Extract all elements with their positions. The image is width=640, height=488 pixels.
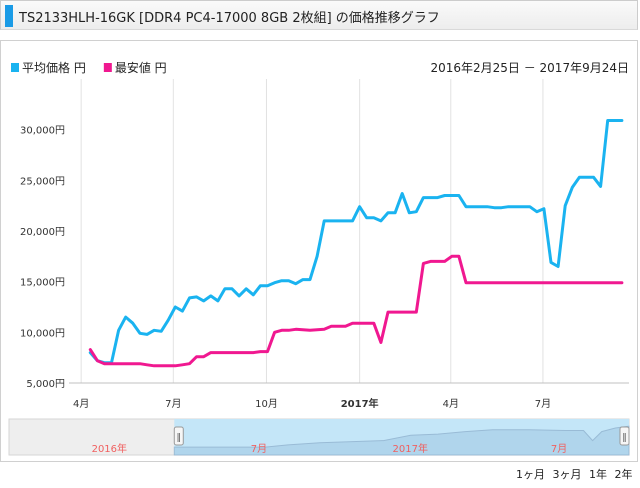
y-tick-label: 20,000円 [20, 227, 65, 238]
legend-swatch-0 [11, 63, 19, 72]
lowest-price-line[interactable] [88, 254, 624, 368]
zoom-3-months[interactable]: 3ヶ月 [552, 468, 582, 481]
y-tick-label: 25,000円 [20, 176, 65, 187]
navigator-label: 2017年 [393, 442, 428, 455]
navigator-handle-grip: ‖ [622, 433, 627, 443]
title-bar: TS2133HLH-16GK [DDR4 PC4-17000 8GB 2枚組] … [0, 0, 638, 30]
zoom-1-year[interactable]: 1年 [589, 468, 607, 481]
zoom-1-month[interactable]: 1ヶ月 [516, 468, 545, 481]
chart-frame: 平均価格 円 最安値 円 2016年2月25日 － 2017年9月24日 4月 7月 10… [0, 40, 638, 462]
y-tick-label: 30,000円 [20, 126, 65, 137]
navigator-series-area [173, 425, 630, 456]
y-tick-label: 5,000円 [26, 379, 65, 390]
zoom-options: 1ヶ月 3ヶ月 1年 2年 [512, 466, 633, 482]
price-chart[interactable]: 平均価格 円 最安値 円 2016年2月25日 － 2017年9月24日 4月 7月 10… [1, 41, 637, 461]
legend-swatch-1 [103, 63, 112, 72]
navigator-handle-right[interactable] [619, 426, 630, 446]
x-tick-label: 4月 [443, 398, 459, 410]
x-tick-label: 2017年 [341, 397, 379, 410]
page-title: TS2133HLH-16GK [DDR4 PC4-17000 8GB 2枚組] … [19, 11, 440, 26]
navigator-label: 7月 [551, 443, 567, 455]
x-tick-label: 4月 [73, 398, 89, 410]
average-price-line[interactable] [88, 119, 624, 365]
navigator-label: 7月 [251, 443, 267, 455]
navigator-label: 2016年 [92, 442, 127, 455]
title-accent [5, 5, 13, 27]
navigator-handle-left[interactable] [173, 426, 184, 446]
date-range-label: 2016年2月25日 － 2017年9月24日 [430, 61, 629, 75]
y-tick-label: 10,000円 [20, 328, 65, 339]
x-tick-label: 10月 [255, 398, 278, 410]
legend-label-0: 平均価格 円 [22, 60, 86, 75]
x-tick-label: 7月 [535, 398, 551, 410]
zoom-2-years[interactable]: 2年 [614, 468, 633, 481]
legend-label-1: 最安値 円 [115, 60, 167, 75]
y-tick-label: 15,000円 [20, 278, 65, 289]
navigator-handle-grip: ‖ [177, 433, 182, 443]
x-tick-label: 7月 [165, 398, 181, 410]
